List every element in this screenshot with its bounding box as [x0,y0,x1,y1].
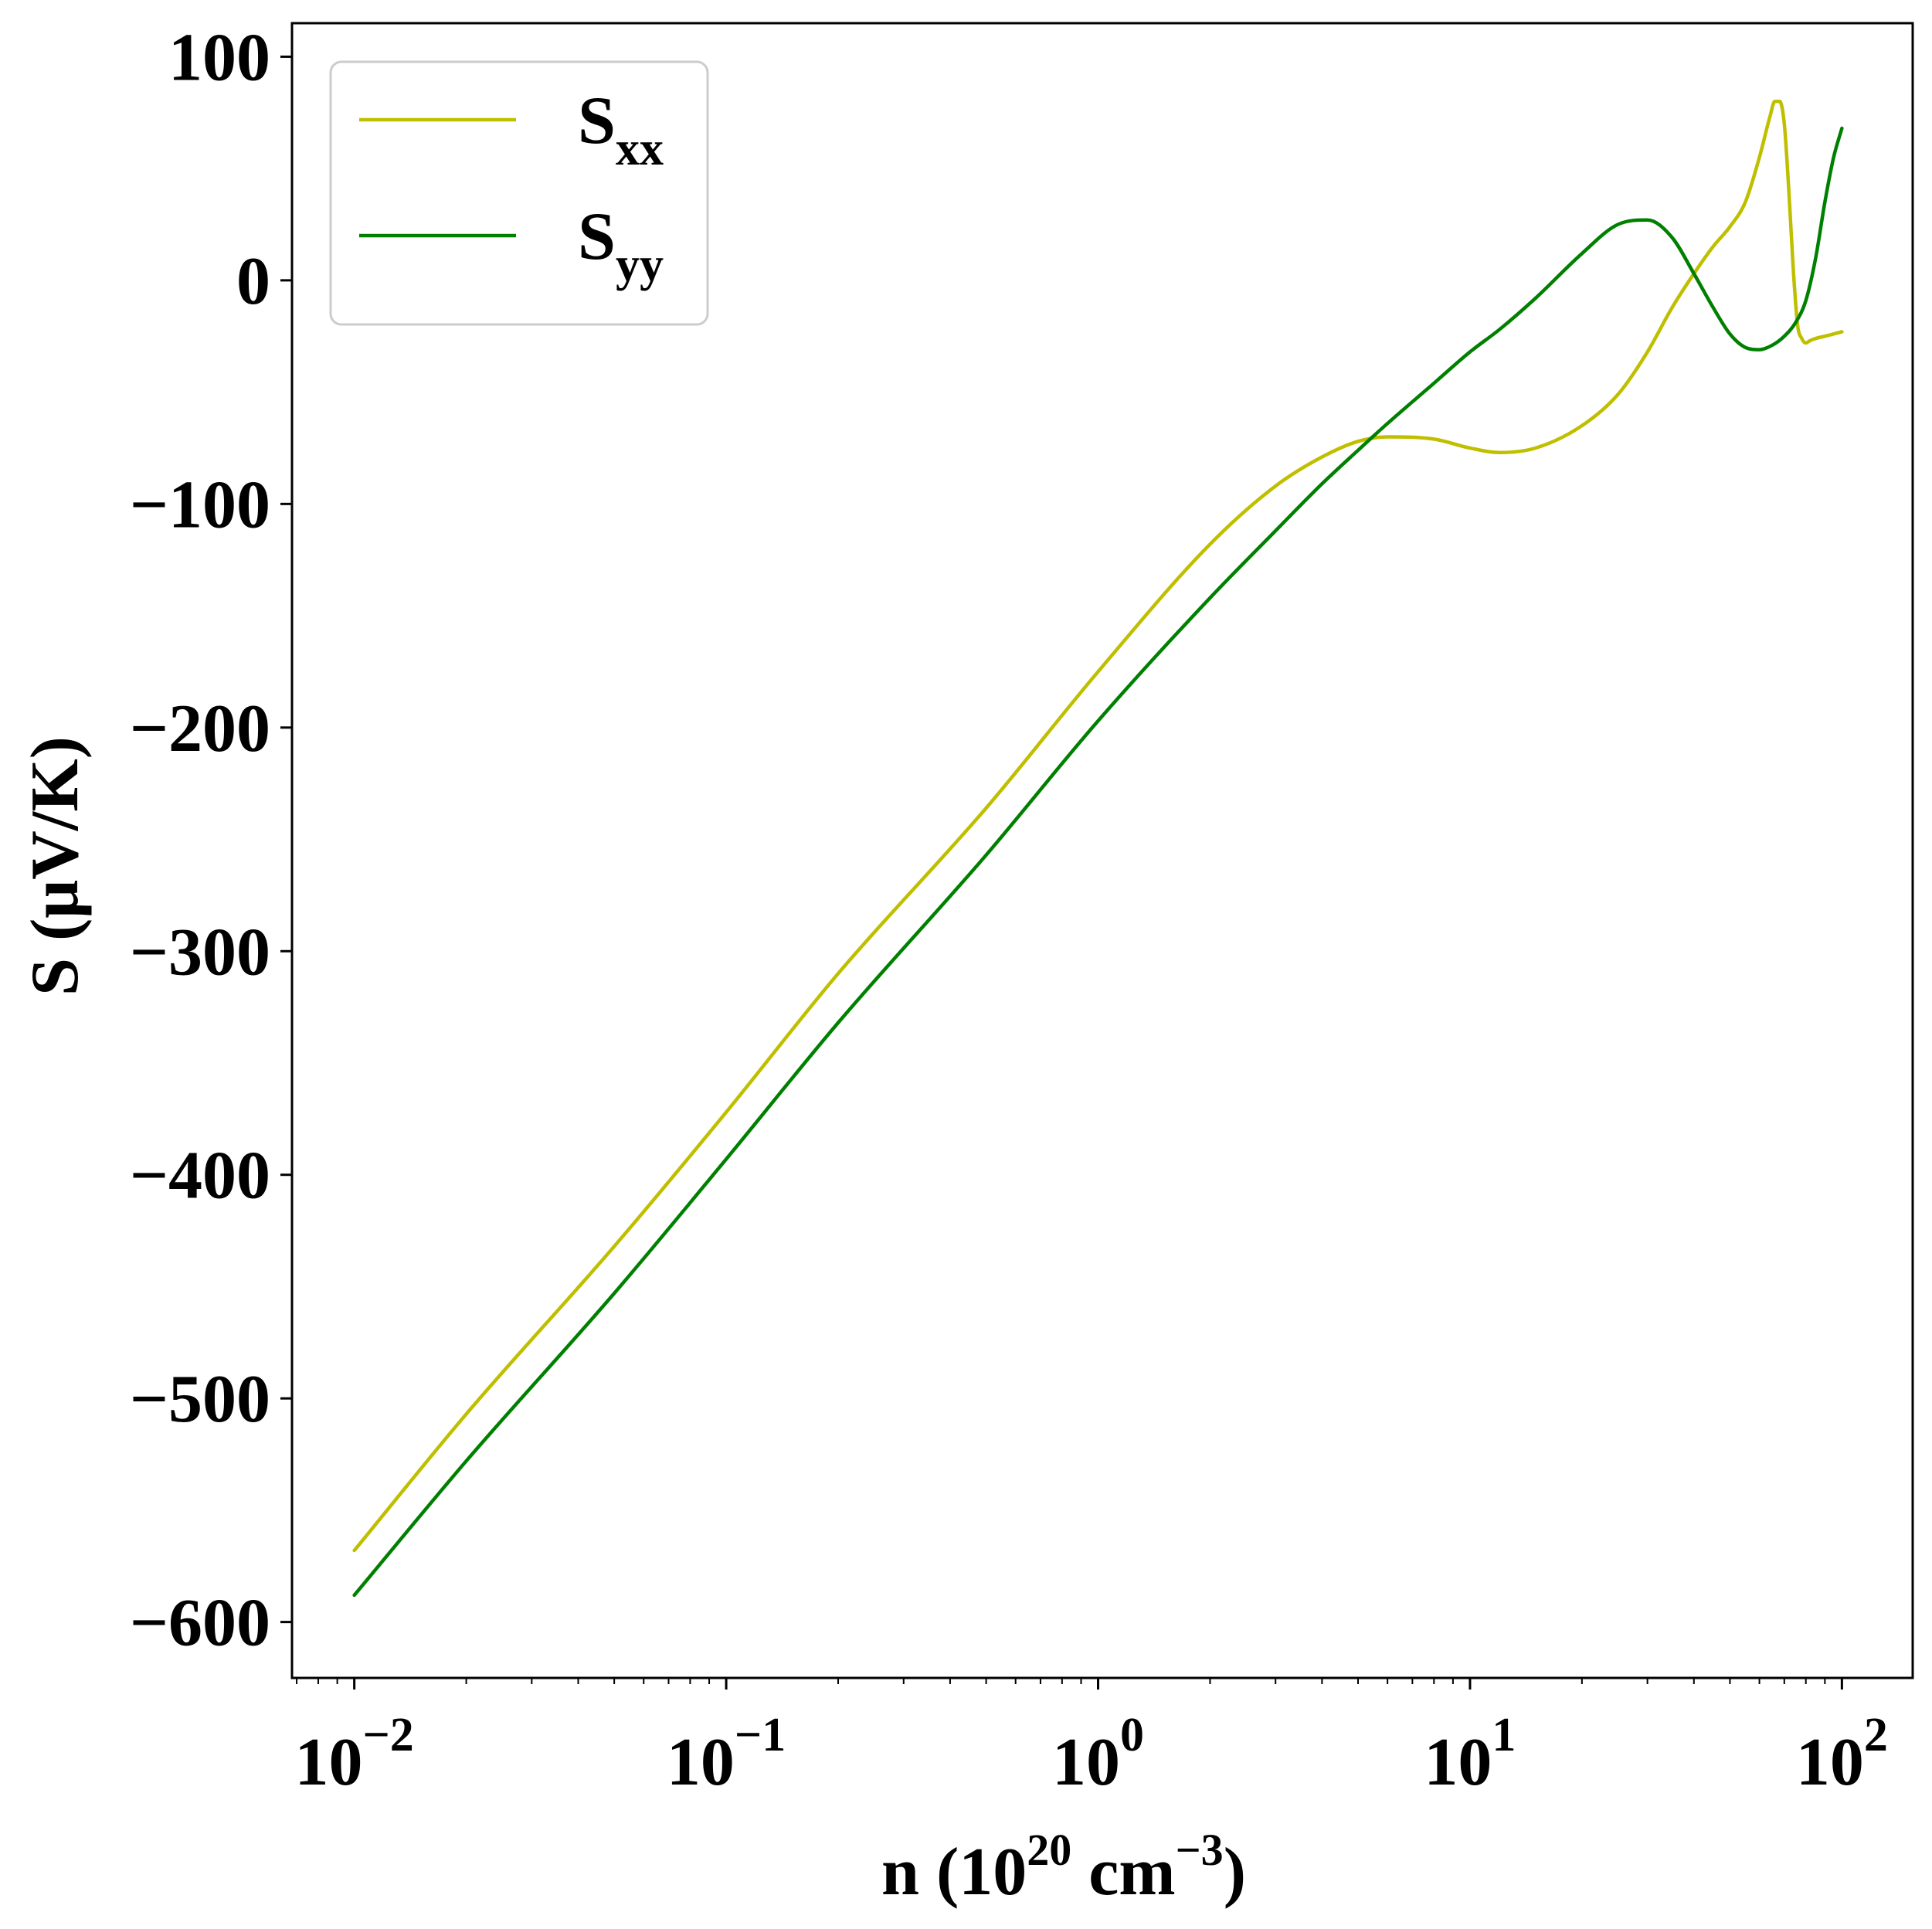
x-tick-label: 10−1 [667,1709,786,1800]
x-tick-label: 10−2 [294,1709,413,1800]
tick-layer: 100 0 −100 −200 −300 −400 −500 −600 10−2 10−1 100 1… [130,20,1888,1800]
y-tick-label: −300 [130,915,270,990]
x-axis-label-sup-20: 20 [1027,1825,1071,1875]
x-axis-label-suffix: ) [1224,1835,1246,1910]
y-axis-label: S (μV/K) [18,736,93,996]
x-tick-label: 102 [1796,1709,1888,1800]
plot-frame [290,22,1914,1679]
y-tick-label: −200 [130,691,270,766]
y-tick-label: −400 [130,1139,270,1214]
x-axis-label-middle: cm [1071,1835,1175,1910]
y-tick-label: −500 [130,1362,270,1437]
series-line-syy [352,126,1844,1598]
x-tick-label: 100 [1052,1709,1144,1800]
legend-label-sxx: Sxx [578,83,664,175]
x-axis-label: n (1020 cm−3) [881,1825,1246,1910]
y-tick-label: −100 [130,467,270,542]
x-axis-label-sup-minus3: −3 [1176,1825,1224,1875]
x-axis-label-prefix: n (10 [881,1835,1027,1910]
legend-box [329,60,709,326]
y-tick-label: 0 [236,244,270,319]
legend-label-syy: Syy [578,199,664,291]
y-tick-label: 100 [168,20,270,95]
series-layer [352,100,1844,1598]
series-line-sxx [352,100,1844,1553]
legend: Sxx Syy [329,60,709,326]
legend-entries: Sxx Syy [359,83,664,291]
y-tick-label: −600 [130,1586,270,1661]
x-tick-label: 101 [1424,1709,1516,1800]
